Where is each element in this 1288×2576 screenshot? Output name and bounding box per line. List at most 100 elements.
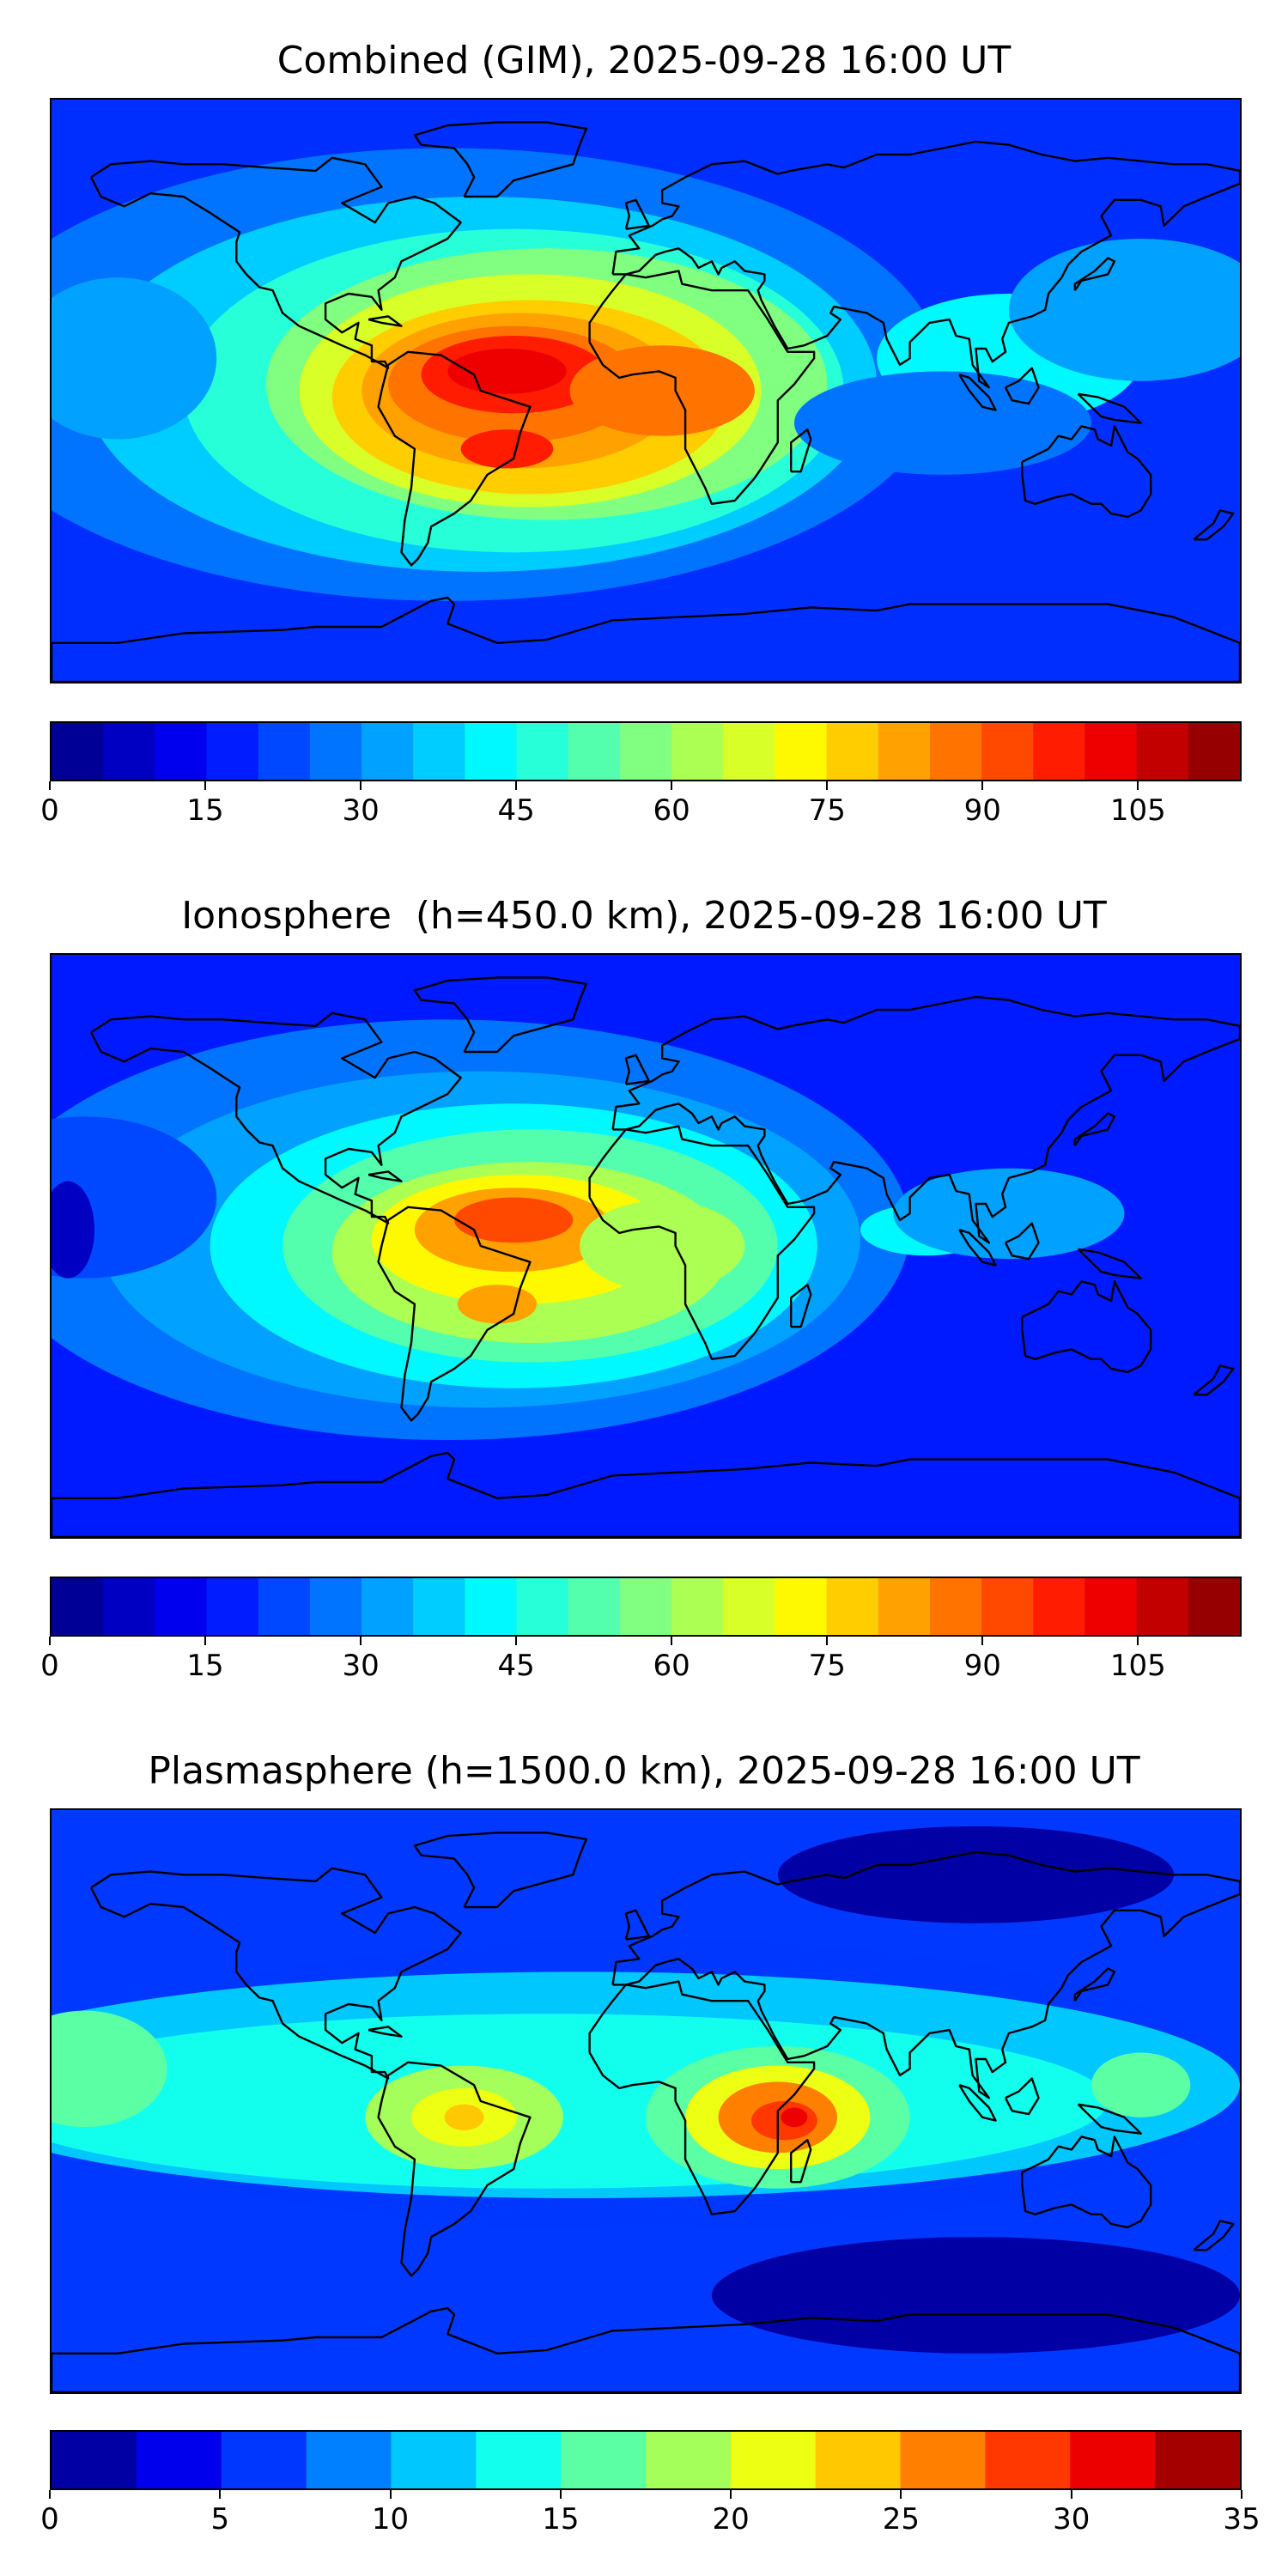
colorbar-tick-mark — [204, 1637, 207, 1645]
colorbar-segment — [1084, 1578, 1138, 1635]
colorbar-segment — [361, 1578, 414, 1635]
colorbar-tick-mark — [389, 2490, 392, 2499]
colorbar-segment — [646, 2432, 732, 2488]
colorbar-tick-label: 35 — [1223, 2502, 1261, 2537]
colorbar-segment — [1136, 723, 1189, 780]
colorbar-segment — [826, 1578, 879, 1635]
colorbar-tick-mark — [49, 781, 51, 790]
colorbar-segment — [568, 1578, 621, 1635]
coastline — [52, 1451, 1240, 1537]
colorbar-tick-mark — [515, 1637, 518, 1645]
contour-level — [52, 1181, 94, 1279]
colorbar-tick-label: 105 — [1109, 1649, 1166, 1683]
coastline — [1004, 2077, 1040, 2116]
colorbar-segment — [985, 2432, 1071, 2488]
coastline — [368, 1170, 403, 1182]
colorbar-tick-label: 90 — [963, 793, 1001, 828]
colorbar-tick-label: 75 — [808, 793, 846, 828]
contour-level — [457, 1285, 538, 1324]
contour-level — [893, 1168, 1125, 1260]
colorbar-segment — [981, 1578, 1034, 1635]
contour-level — [1091, 2052, 1191, 2117]
colorbar-segment — [878, 1578, 931, 1635]
coastline — [52, 596, 1240, 682]
colorbar-segment — [391, 2432, 477, 2488]
colorbar-tick-mark — [515, 781, 518, 790]
tec-contours — [52, 1826, 1240, 2354]
colorbar-segment — [309, 723, 362, 780]
colorbar-tick-mark — [671, 1637, 673, 1645]
colorbar-tick-label: 105 — [1109, 793, 1166, 828]
coastline — [52, 2306, 1240, 2392]
colorbar-tick-mark — [826, 781, 829, 790]
colorbar-tick-label: 45 — [497, 1649, 535, 1683]
colorbar-tick-mark — [1070, 2490, 1072, 2499]
colorbar-segment — [723, 723, 776, 780]
coastline — [624, 1909, 650, 1941]
colorbar-tick-label: 5 — [210, 2502, 230, 2537]
colorbar-segment — [221, 2432, 307, 2488]
coastline — [413, 1832, 587, 1909]
coastline — [1021, 1280, 1152, 1374]
colorbar-segment — [1070, 2432, 1156, 2488]
coastline — [90, 156, 462, 369]
coastline — [588, 1980, 816, 2215]
colorbar-segment — [929, 723, 982, 780]
colorbar-segment — [258, 1578, 311, 1635]
colorbar-tick-label: 20 — [712, 2502, 750, 2537]
colorbar-tick-label: 15 — [542, 2502, 580, 2537]
colorbar-segment — [465, 723, 518, 780]
colorbar-segment — [619, 1578, 672, 1635]
coastline — [1021, 2136, 1152, 2229]
coastline — [1077, 1248, 1142, 1279]
colorbar-tick-mark — [204, 781, 207, 790]
panel-title-combined: Combined (GIM), 2025-09-28 16:00 UT — [276, 39, 1012, 82]
colorbar-segment — [723, 1578, 776, 1635]
colorbar-segment — [103, 1578, 155, 1635]
colorbar-tick-mark — [360, 781, 362, 790]
colorbar-tick-mark — [1241, 2490, 1242, 2499]
coastline — [413, 121, 587, 198]
coastline — [588, 270, 816, 505]
colorbar-segment — [155, 1578, 208, 1635]
colorbar-tick-mark — [900, 2490, 902, 2499]
coastline — [377, 1206, 532, 1422]
panel-title-plasmasphere: Plasmasphere (h=1500.0 km), 2025-09-28 1… — [148, 1749, 1140, 1793]
map-plasmasphere — [50, 1808, 1242, 2394]
map-ionosphere — [50, 953, 1242, 1539]
coastline — [90, 1012, 462, 1224]
colorbar-segment — [1033, 723, 1086, 780]
colorbar-segment — [52, 1578, 104, 1635]
colorbar-segment — [1084, 723, 1138, 780]
colorbar-segment — [309, 1578, 362, 1635]
coastlines — [52, 976, 1240, 1537]
colorbar-segment — [136, 2432, 222, 2488]
coastlines — [52, 1832, 1240, 2392]
contour-level — [777, 1826, 1175, 1923]
colorbar-ticks-ionosphere: 0 15 30 45 60 75 90 105 — [40, 1637, 1242, 1688]
colorbar-segment — [1136, 1578, 1189, 1635]
colorbar-segment — [568, 723, 621, 780]
coastline — [377, 350, 532, 567]
colorbar-tick-label: 30 — [342, 1649, 380, 1683]
colorbar-segment — [929, 1578, 982, 1635]
colorbar-tick-mark — [49, 2490, 51, 2499]
colorbar-segment — [52, 2432, 137, 2488]
colorbar-tick-label: 45 — [497, 793, 535, 828]
colorbar-tick-label: 0 — [40, 2502, 59, 2537]
colorbar-tick-mark — [559, 2490, 562, 2499]
colorbar-ticks-combined: 0 15 30 45 60 75 90 105 — [40, 781, 1242, 833]
coastline — [958, 2084, 997, 2122]
colorbar-tick-mark — [1137, 1637, 1139, 1645]
colorbar-tick-label: 90 — [963, 1649, 1001, 1683]
coastline — [368, 315, 403, 327]
colorbar-tick-mark — [730, 2490, 732, 2499]
colorbar-segment — [981, 723, 1034, 780]
colorbar-segment — [1155, 2432, 1240, 2488]
contour-level — [447, 349, 567, 394]
colorbar-plasmasphere — [50, 2430, 1242, 2490]
colorbar-tick-mark — [671, 781, 673, 790]
colorbar-tick-label: 15 — [186, 1649, 224, 1683]
colorbar-segment — [465, 1578, 518, 1635]
colorbar-tick-mark — [219, 2490, 222, 2499]
